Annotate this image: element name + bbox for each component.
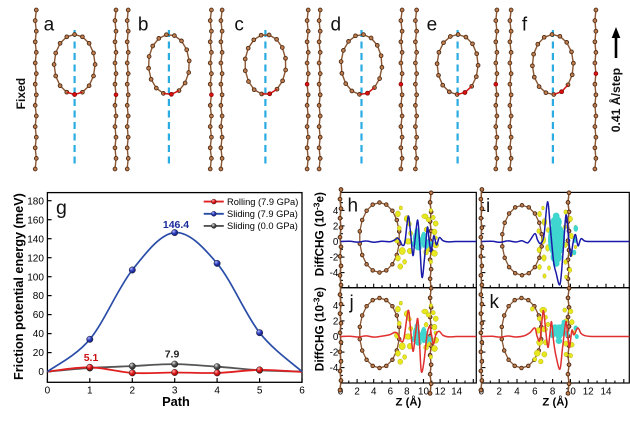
svg-text:4: 4 bbox=[333, 206, 339, 217]
svg-text:i: i bbox=[486, 196, 490, 217]
svg-text:10: 10 bbox=[418, 387, 429, 398]
svg-text:40: 40 bbox=[33, 329, 45, 340]
svg-text:5.1: 5.1 bbox=[84, 352, 99, 364]
svg-text:0: 0 bbox=[45, 386, 51, 397]
svg-text:2: 2 bbox=[354, 387, 359, 398]
svg-text:140: 140 bbox=[27, 234, 44, 245]
svg-text:14: 14 bbox=[451, 387, 462, 398]
svg-text:2: 2 bbox=[333, 221, 338, 232]
svg-text:4: 4 bbox=[214, 386, 220, 397]
svg-text:DiffCHG (10-3e): DiffCHG (10-3e) bbox=[312, 287, 327, 371]
svg-text:4: 4 bbox=[514, 387, 520, 398]
svg-text:Path: Path bbox=[162, 394, 190, 409]
svg-text:-4: -4 bbox=[330, 363, 339, 374]
svg-text:j: j bbox=[349, 293, 354, 314]
svg-text:Fixed: Fixed bbox=[14, 78, 28, 110]
svg-text:10: 10 bbox=[565, 387, 576, 398]
svg-text:g: g bbox=[56, 197, 67, 219]
svg-text:-2: -2 bbox=[330, 253, 339, 264]
svg-text:12: 12 bbox=[435, 387, 446, 398]
svg-text:6: 6 bbox=[532, 387, 538, 398]
svg-text:1: 1 bbox=[87, 386, 93, 397]
svg-text:e: e bbox=[427, 15, 438, 36]
svg-text:6: 6 bbox=[299, 386, 305, 397]
svg-text:a: a bbox=[44, 15, 55, 36]
svg-text:d: d bbox=[331, 15, 342, 36]
svg-text:Rolling (7.9 GPa): Rolling (7.9 GPa) bbox=[227, 197, 298, 207]
svg-text:DiffCHG (10-3e): DiffCHG (10-3e) bbox=[312, 192, 327, 276]
svg-text:0.41 Å/step: 0.41 Å/step bbox=[608, 68, 623, 132]
svg-text:2: 2 bbox=[496, 387, 501, 398]
svg-text:2: 2 bbox=[333, 316, 338, 327]
svg-text:12: 12 bbox=[583, 387, 594, 398]
svg-text:20: 20 bbox=[33, 348, 45, 359]
svg-text:14: 14 bbox=[601, 387, 612, 398]
svg-text:180: 180 bbox=[27, 196, 44, 207]
svg-text:160: 160 bbox=[27, 215, 44, 226]
svg-text:-2: -2 bbox=[330, 348, 339, 359]
svg-text:146.4: 146.4 bbox=[163, 219, 189, 231]
svg-text:5: 5 bbox=[257, 386, 263, 397]
svg-text:0: 0 bbox=[333, 237, 339, 248]
svg-text:2: 2 bbox=[130, 386, 136, 397]
svg-text:100: 100 bbox=[27, 272, 44, 283]
svg-text:Sliding (7.9 GPa): Sliding (7.9 GPa) bbox=[227, 209, 298, 219]
svg-text:60: 60 bbox=[33, 310, 45, 321]
svg-text:-4: -4 bbox=[330, 268, 339, 279]
svg-text:7.9: 7.9 bbox=[165, 349, 180, 361]
svg-text:f: f bbox=[522, 15, 528, 36]
svg-text:Z (Å): Z (Å) bbox=[542, 396, 568, 409]
svg-text:4: 4 bbox=[371, 387, 377, 398]
svg-text:h: h bbox=[348, 196, 359, 217]
svg-text:0: 0 bbox=[38, 367, 44, 378]
svg-text:c: c bbox=[234, 15, 244, 36]
svg-text:120: 120 bbox=[27, 253, 44, 264]
svg-text:0: 0 bbox=[333, 332, 339, 343]
svg-text:Sliding (0.0 GPa): Sliding (0.0 GPa) bbox=[227, 221, 298, 231]
svg-text:8: 8 bbox=[404, 387, 410, 398]
svg-text:8: 8 bbox=[550, 387, 556, 398]
svg-text:k: k bbox=[490, 292, 500, 313]
svg-text:4: 4 bbox=[333, 301, 339, 312]
svg-text:80: 80 bbox=[33, 291, 45, 302]
svg-text:Z (Å): Z (Å) bbox=[396, 396, 422, 409]
svg-text:Friction potential energy (meV: Friction potential energy (meV) bbox=[12, 193, 26, 380]
svg-text:6: 6 bbox=[388, 387, 394, 398]
svg-text:3: 3 bbox=[172, 386, 178, 397]
svg-text:b: b bbox=[138, 15, 149, 36]
